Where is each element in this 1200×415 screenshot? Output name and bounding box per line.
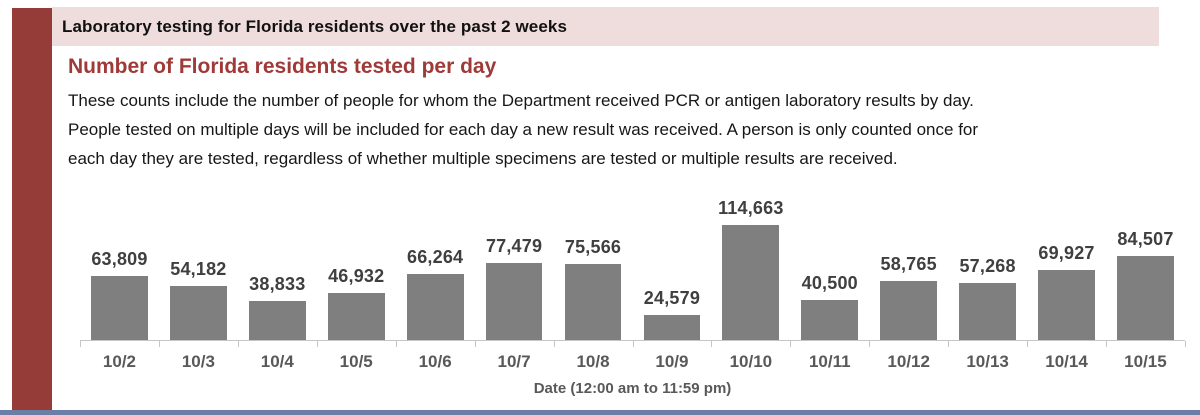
axis-tick [395, 341, 397, 347]
chart-bar [169, 285, 227, 340]
axis-tick [632, 341, 634, 347]
bar-value-label: 38,833 [249, 274, 306, 295]
x-axis-label: 10/15 [1124, 352, 1167, 371]
chart-bar [406, 273, 464, 340]
chart-bar [91, 276, 148, 340]
bar-value-label: 63,809 [91, 249, 148, 270]
x-axis-label: 10/4 [260, 352, 294, 371]
axis-tick [237, 341, 239, 347]
description-line: each day they are tested, regardless of … [68, 149, 898, 168]
description-line: People tested on multiple days will be i… [68, 120, 979, 139]
bar-value-label: 58,765 [880, 254, 937, 275]
section-header-title: Laboratory testing for Florida residents… [62, 16, 568, 36]
x-axis-label: 10/9 [655, 352, 689, 371]
chart-bar [248, 301, 306, 340]
x-axis-labels: 10/2 10/3 10/4 10/5 10/6 10/7 10/8 10/9 10/10 10/… [80, 352, 1185, 372]
chart-bar [643, 315, 701, 340]
x-axis-label: 10/7 [497, 352, 531, 371]
x-axis-label: 10/14 [1045, 352, 1088, 371]
x-axis-label: 10/10 [729, 352, 773, 371]
chart-column: 38,833 [238, 190, 317, 340]
bar-value-label: 54,182 [170, 258, 227, 279]
chart-column: 46,932 [317, 190, 396, 340]
chart-bar [959, 282, 1016, 340]
axis-tick [1106, 341, 1108, 347]
chart-column: 57,268 [948, 190, 1027, 340]
axis-tick [711, 341, 713, 347]
x-axis-label: 10/8 [576, 352, 610, 371]
chart-column: 66,264 [396, 190, 475, 340]
x-axis-label: 10/13 [966, 352, 1009, 371]
chart-column: 75,566 [554, 190, 633, 340]
axis-tick [474, 341, 476, 347]
x-axis-label: 10/2 [102, 352, 136, 371]
chart-bar [722, 225, 780, 340]
chart-bar [327, 293, 385, 340]
chart-title: Number of Florida residents tested per d… [68, 55, 497, 78]
chart-column: 114,663 [711, 190, 790, 340]
chart-column: 69,927 [1027, 190, 1106, 340]
x-axis-label: 10/12 [887, 352, 930, 371]
axis-tick [869, 341, 871, 347]
chart-column: 84,507 [1106, 190, 1185, 340]
chart-column: 54,182 [159, 190, 238, 340]
bar-value-label: 69,927 [1038, 243, 1095, 264]
x-axis-label: 10/6 [418, 352, 452, 371]
bar-value-label: 84,507 [1117, 228, 1174, 249]
bar-value-label: 46,932 [328, 266, 385, 287]
chart-bar [880, 281, 938, 340]
axis-tick [790, 341, 792, 347]
axis-tick [1185, 341, 1186, 347]
axis-tick [553, 341, 555, 347]
bar-value-label: 114,663 [718, 198, 784, 219]
bar-value-label: 77,479 [485, 235, 543, 256]
chart-bar [564, 264, 622, 340]
chart-column: 24,579 [632, 190, 711, 340]
axis-tick [948, 341, 950, 347]
x-axis-label: 10/11 [808, 352, 851, 371]
chart-section: Number of Florida residents tested per d… [68, 55, 1178, 173]
description-line: These counts include the number of peopl… [68, 91, 974, 110]
axis-tick [158, 341, 160, 347]
axis-tick [316, 341, 318, 347]
axis-tick [1027, 341, 1029, 347]
section-header-bar: Laboratory testing for Florida residents… [52, 7, 1159, 46]
chart-description: These counts include the number of peopl… [68, 86, 1178, 173]
chart-bar [1117, 255, 1174, 340]
chart-bar [1038, 270, 1095, 340]
next-section-edge-bar [0, 410, 1200, 415]
x-axis-label: 10/5 [339, 352, 373, 371]
bar-value-label: 75,566 [564, 237, 622, 258]
chart-column: 63,809 [80, 190, 159, 340]
bar-value-label: 66,264 [407, 246, 464, 267]
bar-value-label: 57,268 [959, 255, 1016, 276]
chart-column: 58,765 [869, 190, 948, 340]
chart-column: 77,479 [475, 190, 554, 340]
x-axis-label: 10/3 [181, 352, 215, 371]
axis-tick [80, 341, 81, 347]
bar-value-label: 24,579 [643, 288, 701, 309]
bar-chart-plot-area: 63,809 54,182 38,833 46,932 66,264 77,479 75,5… [80, 190, 1185, 341]
chart-bar [485, 262, 543, 340]
chart-bar [801, 299, 859, 340]
bar-value-label: 40,500 [801, 272, 858, 293]
left-accent-block [12, 8, 52, 410]
chart-column: 40,500 [790, 190, 869, 340]
x-axis-title: Date (12:00 am to 11:59 pm) [533, 380, 732, 397]
